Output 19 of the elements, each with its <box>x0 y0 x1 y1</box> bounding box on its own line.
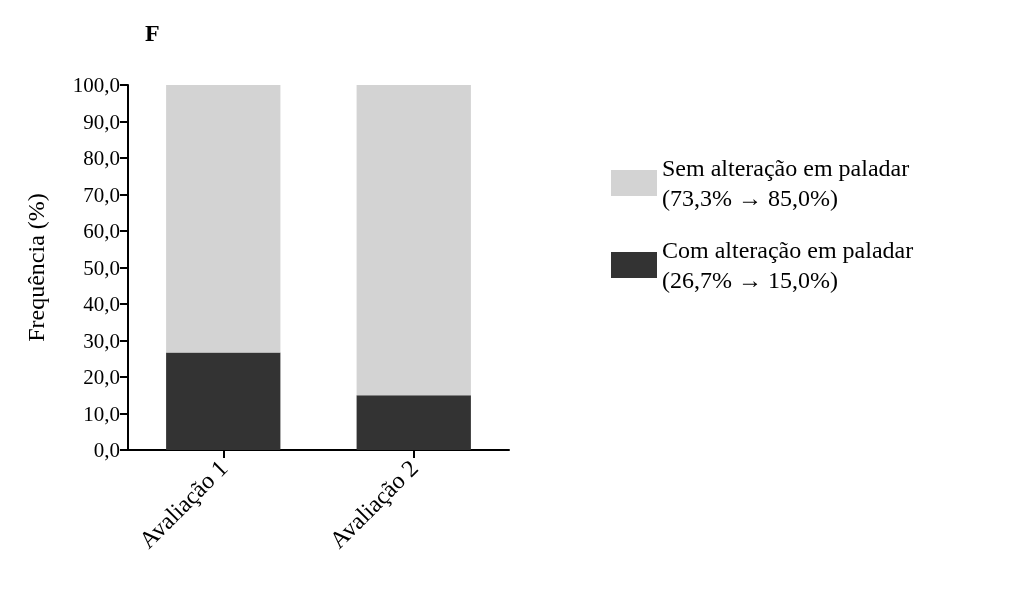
legend-label: Sem alteração em paladar (73,3% → 85,0%) <box>662 155 910 211</box>
y-tick-label: 40,0 <box>83 292 120 316</box>
legend-label: Com alteração em paladar (26,7% → 15,0%) <box>662 237 914 293</box>
bar <box>356 395 471 450</box>
y-tick-label: 10,0 <box>83 401 120 426</box>
y-tick-label: 30,0 <box>83 328 120 353</box>
y-tick-label: 80,0 <box>83 146 120 170</box>
y-tick-label: 90,0 <box>83 109 120 134</box>
y-tick-label: 50,0 <box>83 255 120 280</box>
bar <box>166 352 281 450</box>
y-tick-label: 60,0 <box>83 219 120 243</box>
y-tick-label: 0,0 <box>93 438 120 462</box>
y-tick-label: 20,0 <box>83 365 120 389</box>
bar <box>166 85 281 353</box>
y-tick-label: 100,0 <box>72 73 120 97</box>
bar <box>356 85 471 396</box>
y-axis-title: Frequência (%) <box>23 193 49 342</box>
y-tick-label: 70,0 <box>83 182 120 207</box>
chart-title: F <box>145 20 160 46</box>
